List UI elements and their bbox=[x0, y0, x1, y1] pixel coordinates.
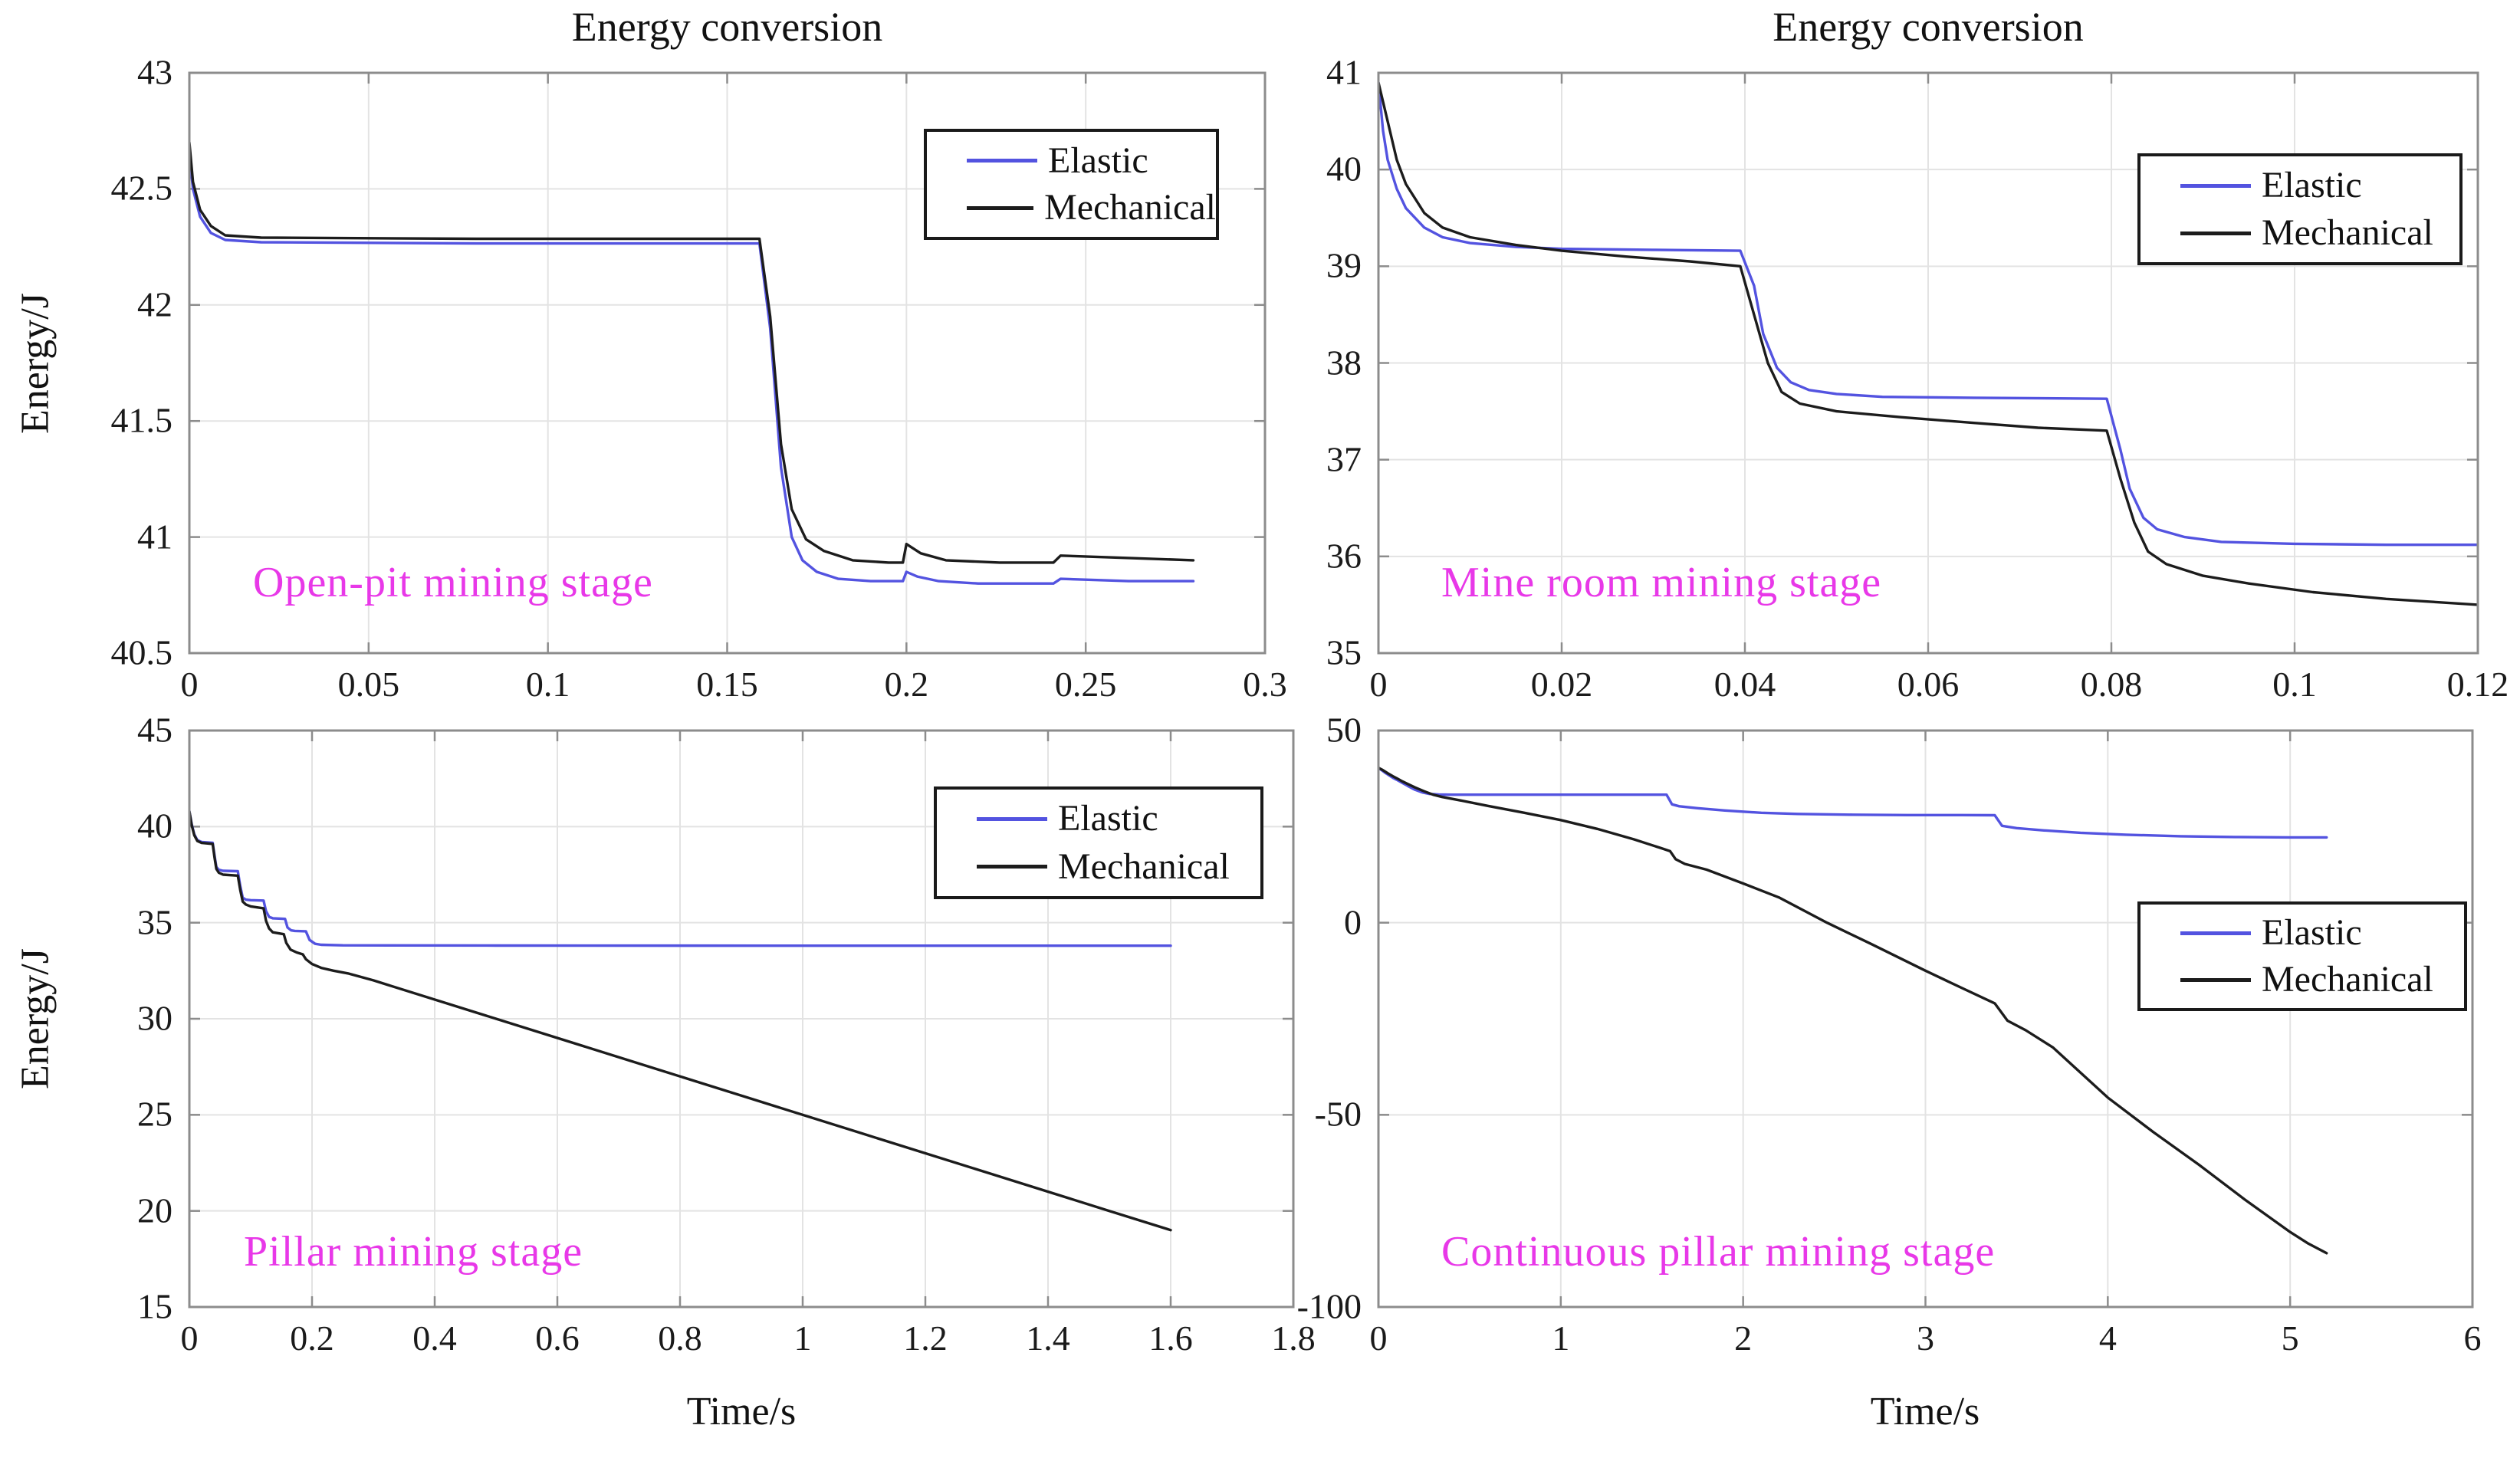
x-tick-label: 1 bbox=[793, 1318, 812, 1358]
x-tick-label: 0.3 bbox=[1243, 665, 1287, 704]
y-tick-label: 42 bbox=[137, 284, 172, 324]
stage-label: Mine room mining stage bbox=[1441, 559, 1882, 606]
x-tick-label: 3 bbox=[1917, 1318, 1934, 1358]
x-tick-label: 0.1 bbox=[2272, 665, 2317, 704]
y-tick-label: 35 bbox=[1326, 632, 1362, 672]
x-tick-label: 1.6 bbox=[1148, 1318, 1193, 1358]
x-tick-label: 0.4 bbox=[412, 1318, 457, 1358]
elastic-line-sample bbox=[2180, 931, 2251, 935]
x-tick-label: 4 bbox=[2098, 1318, 2117, 1358]
y-tick-label: 20 bbox=[137, 1190, 172, 1230]
y-tick-label: 40 bbox=[1326, 149, 1362, 189]
stage-label: Pillar mining stage bbox=[244, 1228, 583, 1276]
legend-item-mechanical: Mechanical bbox=[977, 846, 1260, 887]
x-axis-label: Time/s bbox=[1870, 1390, 1980, 1433]
y-tick-label: 39 bbox=[1326, 246, 1362, 286]
y-tick-label: 25 bbox=[137, 1095, 172, 1135]
y-tick-label: 45 bbox=[137, 710, 172, 750]
y-tick-label: 38 bbox=[1326, 343, 1362, 383]
mechanical-line-sample bbox=[977, 865, 1047, 869]
legend-item-elastic: Elastic bbox=[2180, 915, 2464, 951]
elastic-line-sample bbox=[2180, 183, 2251, 188]
legend-label: Elastic bbox=[1058, 798, 1158, 839]
legend-label: Elastic bbox=[1048, 140, 1148, 181]
x-tick-label: 0 bbox=[180, 1318, 199, 1358]
x-tick-label: 0.05 bbox=[337, 665, 400, 704]
legend-item-mechanical: Mechanical bbox=[2180, 215, 2459, 251]
mechanical-line-sample bbox=[967, 205, 1034, 210]
x-tick-label: 0.2 bbox=[884, 665, 929, 704]
x-tick-label: 5 bbox=[2281, 1318, 2299, 1358]
y-tick-label: 0 bbox=[1344, 902, 1362, 942]
legend-label: Elastic bbox=[2262, 165, 2362, 205]
x-tick-label: 1.8 bbox=[1271, 1318, 1316, 1358]
y-tick-label: 37 bbox=[1326, 439, 1362, 479]
x-tick-label: 0 bbox=[1369, 665, 1388, 704]
x-tick-label: 0 bbox=[180, 665, 199, 704]
x-tick-label: 0.12 bbox=[2446, 665, 2509, 704]
legend-item-mechanical: Mechanical bbox=[967, 189, 1216, 226]
y-tick-label: 35 bbox=[137, 902, 172, 942]
stage-label: Open-pit mining stage bbox=[253, 559, 653, 606]
x-tick-label: 1.4 bbox=[1026, 1318, 1070, 1358]
y-tick-label: 36 bbox=[1326, 536, 1362, 576]
x-tick-label: 0.06 bbox=[1897, 665, 1960, 704]
chart-title: Energy conversion bbox=[1773, 4, 2084, 50]
legend: Elastic Mechanical bbox=[2137, 153, 2463, 265]
elastic-line-sample bbox=[977, 816, 1047, 821]
legend-item-elastic: Elastic bbox=[977, 800, 1260, 837]
y-tick-label: 40.5 bbox=[110, 632, 173, 672]
y-tick-label: 42.5 bbox=[110, 169, 173, 209]
y-tick-label: -50 bbox=[1314, 1095, 1362, 1135]
x-tick-label: 0.15 bbox=[696, 665, 758, 704]
y-tick-label: 43 bbox=[137, 52, 172, 92]
x-tick-label: 6 bbox=[2463, 1318, 2482, 1358]
x-tick-label: 0.25 bbox=[1054, 665, 1117, 704]
x-tick-label: 0.6 bbox=[535, 1318, 580, 1358]
x-axis-label: Time/s bbox=[686, 1390, 797, 1433]
x-tick-label: 0.04 bbox=[1713, 665, 1776, 704]
x-tick-label: 0.1 bbox=[525, 665, 570, 704]
legend-item-mechanical: Mechanical bbox=[2180, 961, 2464, 998]
x-tick-label: 0.8 bbox=[658, 1318, 702, 1358]
elastic-line-sample bbox=[967, 159, 1037, 163]
legend-label: Mechanical bbox=[1044, 187, 1216, 228]
y-tick-label: 41.5 bbox=[110, 400, 173, 440]
y-tick-label: 15 bbox=[137, 1286, 172, 1326]
mechanical-line-sample bbox=[2180, 231, 2251, 235]
y-tick-label: 41 bbox=[1326, 52, 1362, 92]
x-tick-label: 1.2 bbox=[903, 1318, 948, 1358]
legend: Elastic Mechanical bbox=[2137, 901, 2467, 1011]
legend-label: Mechanical bbox=[2262, 212, 2433, 253]
legend: Elastic Mechanical bbox=[924, 129, 1219, 240]
y-tick-label: 50 bbox=[1326, 710, 1362, 750]
mechanical-line-sample bbox=[2180, 977, 2251, 982]
y-tick-label: -100 bbox=[1296, 1286, 1362, 1326]
legend-item-elastic: Elastic bbox=[967, 140, 1216, 181]
stage-label: Continuous pillar mining stage bbox=[1441, 1228, 1996, 1276]
x-tick-label: 2 bbox=[1734, 1318, 1753, 1358]
x-tick-label: 0 bbox=[1369, 1318, 1388, 1358]
x-tick-label: 0.08 bbox=[2080, 665, 2143, 704]
chart-title: Energy conversion bbox=[571, 4, 883, 50]
y-tick-label: 40 bbox=[137, 806, 172, 846]
legend-label: Mechanical bbox=[1058, 846, 1230, 887]
legend-item-elastic: Elastic bbox=[2180, 167, 2459, 204]
y-tick-label: 41 bbox=[137, 517, 172, 557]
x-tick-label: 1 bbox=[1552, 1318, 1570, 1358]
legend: Elastic Mechanical bbox=[934, 786, 1263, 899]
legend-label: Elastic bbox=[2262, 912, 2362, 953]
x-tick-label: 0.02 bbox=[1530, 665, 1593, 704]
y-tick-label: 30 bbox=[137, 998, 172, 1038]
legend-label: Mechanical bbox=[2262, 959, 2433, 1000]
x-tick-label: 0.2 bbox=[290, 1318, 334, 1358]
